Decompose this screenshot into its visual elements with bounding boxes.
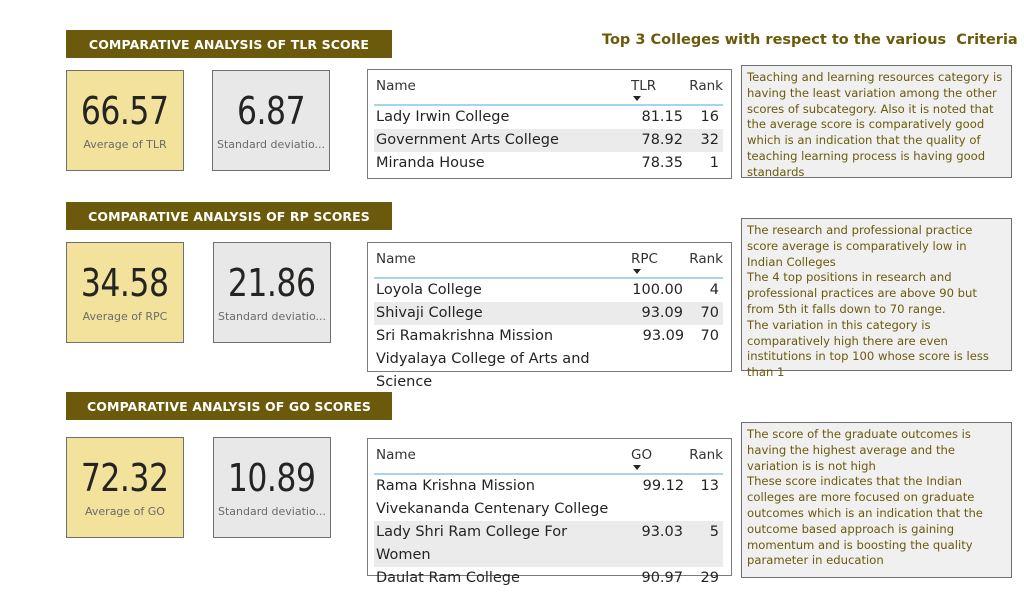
- rpc-average-card[interactable]: 34.58 Average of RPC: [66, 242, 184, 343]
- tlr-stddev-value: 6.87: [236, 89, 306, 133]
- tlr-average-label: Average of TLR: [83, 138, 167, 151]
- tlr-score: 78.92: [641, 132, 683, 148]
- tlr-score: 81.15: [641, 109, 683, 125]
- go-stddev-card[interactable]: 10.89 Standard deviatio...: [213, 437, 331, 538]
- table-row[interactable]: Rama Krishna Mission Vivekananda Centena…: [374, 475, 723, 521]
- rpc-average-label: Average of RPC: [82, 310, 168, 323]
- college-name: Loyola College: [376, 282, 482, 298]
- go-score: 90.97: [641, 570, 683, 586]
- sort-descending-icon: [633, 465, 641, 470]
- rpc-score: 100.00: [632, 282, 683, 298]
- table-header: Name GO Rank: [374, 443, 723, 475]
- go-average-value: 72.32: [81, 456, 169, 500]
- go-top3-table[interactable]: Name GO Rank Rama Krishna Mission Viveka…: [367, 438, 732, 586]
- rank: 1: [709, 155, 719, 171]
- tlr-score: 78.35: [641, 155, 683, 171]
- tlr-top3-table[interactable]: Name TLR Rank Lady Irwin College 81.15 1…: [367, 69, 732, 179]
- go-average-label: Average of GO: [85, 505, 165, 518]
- go-section-banner: COMPARATIVE ANALYSIS OF GO SCORES: [66, 392, 392, 420]
- table-header: Name RPC Rank: [374, 247, 723, 279]
- rpc-stddev-label: Standard deviatio...: [218, 310, 326, 323]
- college-name: Sri Ramakrishna Mission Vidyalaya Colleg…: [376, 328, 590, 390]
- rpc-average-value: 34.58: [81, 261, 169, 305]
- rank: 16: [700, 109, 719, 125]
- rp-section-banner: COMPARATIVE ANALYSIS OF RP SCORES: [66, 202, 392, 230]
- column-header-name[interactable]: Name: [376, 447, 416, 463]
- rpc-score: 93.09: [642, 328, 685, 344]
- rank: 4: [709, 282, 719, 298]
- table-row[interactable]: Daulat Ram College 90.97 29: [374, 567, 723, 590]
- column-header-go-label: GO: [631, 447, 653, 463]
- column-header-name[interactable]: Name: [376, 78, 416, 94]
- rpc-top3-table[interactable]: Name RPC Rank Loyola College 100.00 4 Sh…: [367, 242, 732, 390]
- college-name: Daulat Ram College: [376, 570, 520, 586]
- go-stddev-value: 10.89: [228, 456, 316, 500]
- tlr-average-value: 66.57: [81, 89, 169, 133]
- rank: 29: [700, 570, 719, 586]
- college-name: Lady Irwin College: [376, 109, 510, 125]
- column-header-tlr[interactable]: TLR: [631, 78, 683, 104]
- column-header-tlr-label: TLR: [631, 78, 657, 94]
- column-header-rpc[interactable]: RPC: [631, 251, 683, 277]
- go-score: 93.03: [641, 524, 683, 540]
- rank: 70: [700, 305, 719, 321]
- rp-insight-note: The research and professional practice s…: [741, 218, 1012, 379]
- sort-descending-icon: [633, 269, 641, 274]
- table-header: Name TLR Rank: [374, 74, 723, 106]
- go-average-card[interactable]: 72.32 Average of GO: [66, 437, 184, 538]
- table-row[interactable]: Lady Shri Ram College For Women 93.03 5: [374, 521, 723, 567]
- college-name: Government Arts College: [376, 132, 559, 148]
- top-colleges-title: Top 3 Colleges with respect to the vario…: [602, 32, 1018, 48]
- rank: 5: [709, 524, 719, 540]
- rank: 32: [700, 132, 719, 148]
- sort-descending-icon: [633, 96, 641, 101]
- column-header-go[interactable]: GO: [631, 447, 683, 473]
- rpc-stddev-card[interactable]: 21.86 Standard deviatio...: [213, 242, 331, 343]
- tlr-insight-note: Teaching and learning resources category…: [741, 65, 1012, 179]
- column-header-name[interactable]: Name: [376, 251, 416, 267]
- college-name: Rama Krishna Mission Vivekananda Centena…: [376, 478, 609, 517]
- go-insight-note: The score of the graduate outcomes is ha…: [741, 422, 1012, 578]
- rank: 13: [700, 478, 719, 494]
- table-row[interactable]: Sri Ramakrishna Mission Vidyalaya Colleg…: [374, 325, 723, 394]
- table-row[interactable]: Miranda House 78.35 1: [374, 152, 723, 175]
- go-stddev-label: Standard deviatio...: [218, 505, 326, 518]
- column-header-rank[interactable]: Rank: [689, 251, 723, 267]
- tlr-stddev-label: Standard deviatio...: [217, 138, 325, 151]
- column-header-rank[interactable]: Rank: [689, 447, 723, 463]
- rank: 70: [700, 328, 719, 344]
- college-name: Lady Shri Ram College For Women: [376, 524, 568, 563]
- go-score: 99.12: [642, 478, 685, 494]
- tlr-stddev-card[interactable]: 6.87 Standard deviatio...: [212, 70, 330, 171]
- column-header-rpc-label: RPC: [631, 251, 658, 267]
- college-name: Miranda House: [376, 155, 485, 171]
- tlr-average-card[interactable]: 66.57 Average of TLR: [66, 70, 184, 171]
- tlr-section-banner: COMPARATIVE ANALYSIS OF TLR SCORE: [66, 30, 392, 58]
- table-row[interactable]: Government Arts College 78.92 32: [374, 129, 723, 152]
- college-name: Shivaji College: [376, 305, 483, 321]
- rpc-stddev-value: 21.86: [228, 261, 316, 305]
- table-row[interactable]: Shivaji College 93.09 70: [374, 302, 723, 325]
- rpc-score: 93.09: [641, 305, 683, 321]
- column-header-rank[interactable]: Rank: [689, 78, 723, 94]
- table-row[interactable]: Lady Irwin College 81.15 16: [374, 106, 723, 129]
- table-row[interactable]: Loyola College 100.00 4: [374, 279, 723, 302]
